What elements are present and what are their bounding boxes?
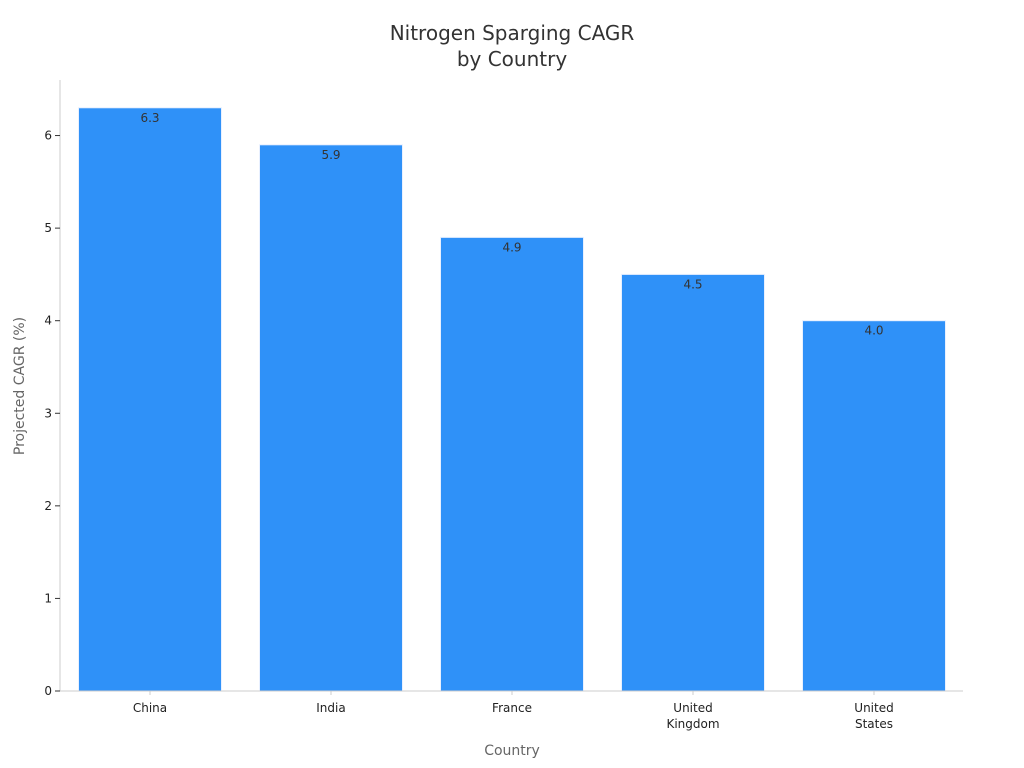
x-tick-label: United (673, 701, 712, 715)
bar (802, 320, 946, 692)
x-tick-label: China (133, 701, 167, 715)
y-tick-label: 1 (44, 591, 52, 605)
y-tick-label: 2 (44, 499, 52, 513)
y-axis-label: Projected CAGR (%) (12, 317, 28, 455)
y-tick-label: 0 (44, 684, 52, 698)
bar-series (78, 107, 946, 692)
y-tick-label: 6 (44, 129, 52, 143)
bar (78, 107, 222, 692)
x-tick-label: United (854, 701, 893, 715)
bar-value-label: 4.9 (502, 240, 521, 254)
y-tick-label: 5 (44, 221, 52, 235)
chart-title: Nitrogen Sparging CAGR by Country (390, 21, 635, 71)
bar (621, 273, 765, 692)
y-axis-ticks: 0 1 2 3 4 5 6 (44, 129, 60, 698)
x-axis-ticks: China India France United Kingdom United State… (133, 691, 894, 731)
x-tick-label: Kingdom (666, 717, 719, 731)
x-tick-label: France (492, 701, 532, 715)
bar-value-label: 5.9 (321, 148, 340, 162)
x-axis-label: Country (484, 743, 540, 759)
x-tick-label: India (316, 701, 345, 715)
bar (259, 144, 403, 692)
bar-value-label: 4.0 (864, 324, 883, 338)
chart-title-line-1: Nitrogen Sparging CAGR (390, 21, 635, 45)
x-tick-label: States (855, 717, 893, 731)
data-labels: 6.3 5.9 4.9 4.5 4.0 (140, 111, 883, 338)
bar-value-label: 4.5 (683, 277, 702, 291)
y-tick-label: 4 (44, 314, 52, 328)
y-tick-label: 3 (44, 406, 52, 420)
bar-value-label: 6.3 (140, 111, 159, 125)
chart-title-line-2: by Country (457, 47, 568, 71)
bar (440, 236, 584, 692)
